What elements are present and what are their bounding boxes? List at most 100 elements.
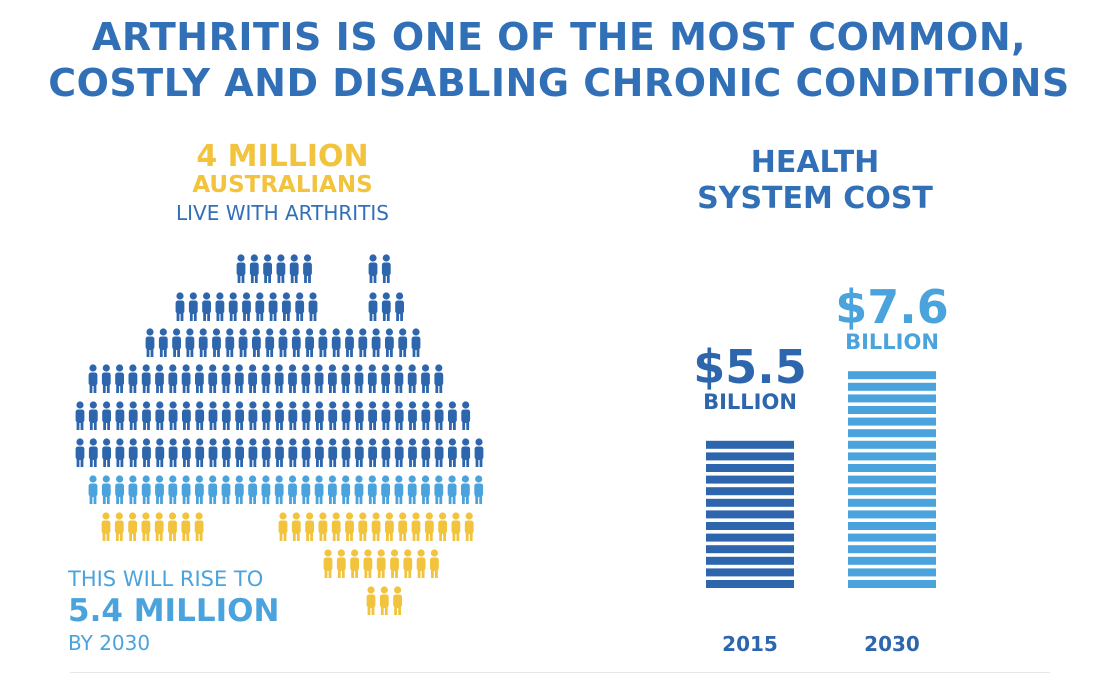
person-icon — [175, 292, 185, 321]
person-icon — [212, 328, 221, 357]
person-icon — [155, 364, 164, 393]
person-icon — [88, 475, 98, 504]
person-icon — [381, 475, 390, 504]
person-icon — [221, 401, 231, 430]
person-icon — [141, 364, 151, 393]
person-icon — [393, 586, 402, 615]
person-icon — [434, 364, 444, 393]
person-icon — [182, 438, 191, 467]
bar-stripe — [848, 429, 936, 438]
person-icon — [451, 512, 461, 541]
person-icon — [394, 475, 404, 504]
person-icon — [276, 254, 286, 283]
person-icon — [368, 438, 377, 467]
person-icon — [88, 438, 98, 467]
person-icon — [268, 292, 278, 321]
bar-stripe — [706, 452, 794, 461]
person-icon — [354, 401, 364, 430]
person-icon — [421, 364, 430, 393]
person-icon — [305, 512, 314, 541]
person-icon — [128, 475, 138, 504]
person-icon — [154, 512, 164, 541]
person-icon — [301, 364, 311, 393]
bar-stripe — [848, 475, 936, 484]
bar-2030-unit: BILLION — [845, 330, 939, 354]
person-icon — [75, 401, 85, 430]
projection-prefix: THIS WILL RISE TO — [68, 567, 264, 591]
person-icon — [398, 512, 408, 541]
person-icon — [275, 438, 284, 467]
person-icon — [208, 438, 218, 467]
person-icon — [291, 328, 301, 357]
bar-2015 — [706, 440, 794, 588]
person-icon — [274, 475, 284, 504]
person-icon — [308, 292, 318, 321]
person-icon — [128, 401, 138, 430]
person-icon — [288, 438, 298, 467]
person-icon — [434, 438, 444, 467]
cost-title-line-1: HEALTH — [750, 145, 880, 180]
person-icon — [248, 438, 258, 467]
person-icon — [236, 254, 246, 283]
person-icon — [381, 438, 391, 467]
person-icon — [88, 401, 98, 430]
bar-stripe — [848, 545, 936, 554]
person-icon — [182, 401, 191, 430]
person-icon — [464, 512, 474, 541]
person-icon — [390, 549, 399, 578]
person-icon — [198, 328, 208, 357]
person-icon — [424, 512, 434, 541]
person-icon — [208, 364, 218, 393]
person-icon — [155, 475, 164, 504]
person-icon — [181, 364, 191, 393]
person-icon — [248, 401, 258, 430]
person-icon — [301, 475, 311, 504]
person-icon — [221, 475, 231, 504]
person-icon — [168, 364, 178, 393]
person-icon — [235, 401, 244, 430]
person-icon — [434, 475, 444, 504]
bar-stripe — [706, 522, 794, 530]
bar-stripe — [848, 464, 936, 472]
person-icon — [336, 549, 346, 578]
person-icon — [341, 438, 351, 467]
person-icon — [195, 438, 205, 467]
person-icon — [331, 512, 341, 541]
person-icon — [288, 364, 297, 393]
year-2030-label: 2030 — [864, 632, 920, 656]
bar-stripe — [848, 510, 936, 519]
person-icon — [278, 328, 288, 357]
person-icon — [407, 364, 417, 393]
person-icon — [261, 401, 271, 430]
person-icon — [448, 401, 457, 430]
person-icon — [345, 512, 354, 541]
person-icon — [407, 475, 417, 504]
bar-stripe — [706, 545, 794, 554]
infographic-title: ARTHRITIS IS ONE OF THE MOST COMMON, COS… — [0, 14, 1118, 106]
person-icon — [411, 512, 421, 541]
person-icon — [350, 549, 359, 578]
person-icon — [341, 401, 351, 430]
person-icon — [261, 438, 271, 467]
person-icon — [411, 328, 421, 357]
person-icon — [142, 438, 151, 467]
person-icon — [181, 512, 191, 541]
person-icon — [288, 401, 298, 430]
person-icon — [328, 364, 337, 393]
person-icon — [265, 328, 275, 357]
prevalence-caption: LIVE WITH ARTHRITIS — [176, 201, 389, 225]
cost-title-line-2: SYSTEM COST — [697, 181, 933, 216]
person-icon — [301, 438, 311, 467]
person-icon — [328, 475, 337, 504]
person-icon — [379, 586, 389, 615]
person-icon — [323, 549, 333, 578]
person-icon — [448, 438, 457, 467]
person-icon — [421, 401, 431, 430]
bar-stripe — [848, 406, 936, 414]
person-icon — [75, 438, 85, 467]
person-icon — [141, 475, 151, 504]
person-icon — [255, 292, 265, 321]
person-icon — [101, 475, 111, 504]
person-icon — [318, 328, 328, 357]
person-icon — [195, 401, 205, 430]
